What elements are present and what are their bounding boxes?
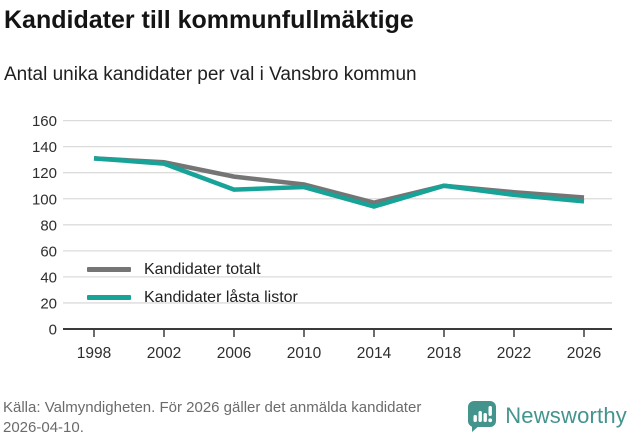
svg-text:2026: 2026 (567, 345, 601, 362)
svg-text:2010: 2010 (287, 345, 322, 362)
legend-swatch-total (87, 267, 131, 272)
legend-item-total: Kandidater totalt (87, 260, 298, 279)
legend-swatch-locked-lists (87, 295, 131, 300)
svg-text:80: 80 (40, 217, 57, 234)
svg-text:2002: 2002 (147, 345, 181, 362)
svg-text:60: 60 (40, 243, 57, 260)
source-note: Källa: Valmyndigheten. För 2026 gäller d… (3, 399, 422, 436)
legend-label-total: Kandidater totalt (144, 260, 261, 278)
svg-text:40: 40 (40, 269, 57, 286)
legend-item-locked-lists: Kandidater låsta listor (87, 288, 298, 307)
svg-text:2018: 2018 (427, 345, 461, 362)
svg-text:160: 160 (32, 113, 57, 130)
page-title: Kandidater till kommunfullmäktige (4, 6, 414, 34)
chart-subtitle: Antal unika kandidater per val i Vansbro… (4, 64, 417, 85)
svg-text:0: 0 (49, 322, 57, 339)
brand-name: Newsworthy (505, 403, 627, 428)
chart-legend: Kandidater totalt Kandidater låsta listo… (87, 260, 298, 307)
svg-text:2022: 2022 (497, 345, 531, 362)
svg-text:140: 140 (32, 139, 57, 156)
svg-text:100: 100 (32, 191, 57, 208)
newsworthy-logo-icon (468, 401, 497, 432)
svg-text:2006: 2006 (217, 345, 251, 362)
svg-text:1998: 1998 (77, 345, 111, 362)
newsworthy-brandmark: Newsworthy (467, 400, 627, 432)
svg-text:20: 20 (40, 295, 57, 312)
svg-text:2014: 2014 (357, 345, 392, 362)
svg-text:120: 120 (32, 165, 57, 182)
legend-label-locked-lists: Kandidater låsta listor (144, 288, 298, 306)
